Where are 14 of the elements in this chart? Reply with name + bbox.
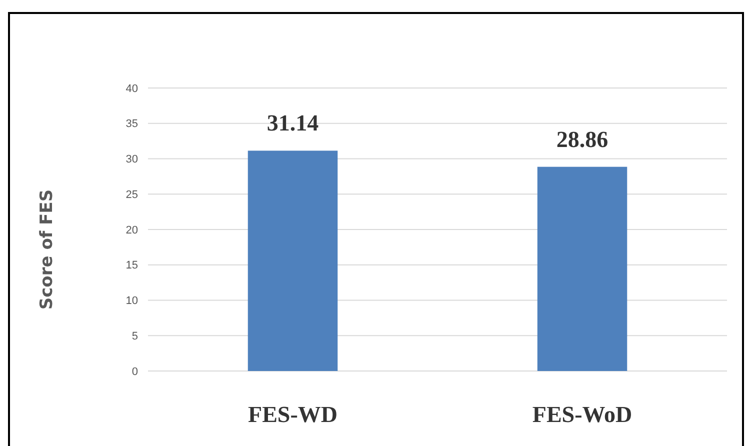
x-tick-label: FES-WoD: [532, 402, 632, 427]
y-tick-label: 40: [126, 82, 138, 95]
y-tick-label: 15: [126, 260, 138, 272]
y-tick-label: 5: [132, 330, 138, 342]
y-tick-label: 30: [126, 154, 138, 166]
y-tick-label: 0: [132, 366, 138, 378]
x-tick-label: FES-WD: [248, 402, 338, 427]
y-axis-title: Score of FES: [37, 189, 57, 310]
y-tick-label: 25: [126, 188, 138, 201]
y-tick-label: 35: [126, 118, 138, 130]
y-tick-label: 20: [126, 224, 138, 236]
data-label: 31.14: [266, 110, 320, 136]
y-tick-label: 10: [126, 295, 138, 308]
data-label: 28.86: [556, 126, 608, 152]
